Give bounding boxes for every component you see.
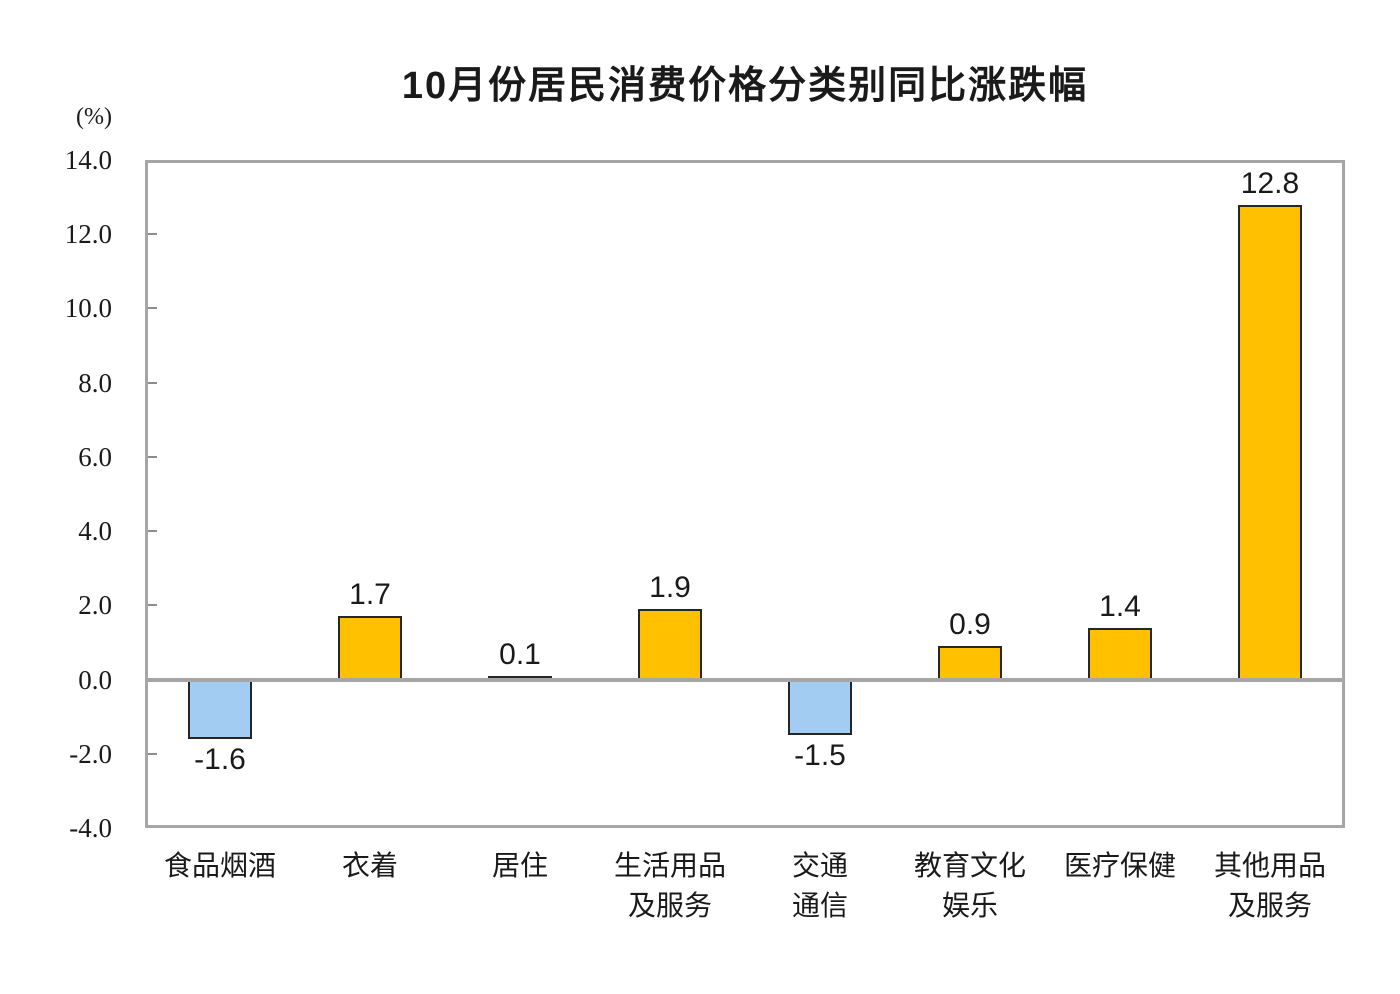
x-category-label-line: 其他用品: [1213, 850, 1326, 881]
x-category-label-line: 医疗保健: [1063, 850, 1176, 881]
bar-1: [188, 679, 252, 739]
x-category-label-line: 衣着: [341, 850, 398, 881]
y-tick-mark: [148, 604, 157, 607]
x-category-label-line: 食品烟酒: [163, 850, 276, 881]
bar-4: [638, 609, 702, 680]
x-category-label: 生活用品 及服务: [585, 846, 755, 926]
y-tick-mark: [148, 455, 157, 458]
x-category-label: 衣着: [285, 846, 455, 886]
y-tick-label: 8.0: [78, 367, 112, 398]
bar-value-label: -1.5: [794, 739, 846, 773]
bar-value-label: -1.6: [194, 742, 246, 776]
bar-value-label: 12.8: [1240, 166, 1300, 200]
x-category-label-line: 交通: [791, 850, 848, 881]
y-tick-mark: [148, 381, 157, 384]
bar-6: [938, 646, 1002, 680]
x-category-label-line: 娱乐: [941, 890, 998, 921]
y-tick-mark: [148, 752, 157, 755]
x-category-label-line: 及服务: [627, 890, 712, 921]
bar-value-label: 0.9: [949, 608, 991, 642]
bar-value-label: 0.1: [499, 637, 541, 671]
x-category-label: 食品烟酒: [135, 846, 305, 886]
bar-value-label: 1.9: [649, 571, 691, 605]
x-category-label: 教育文化 娱乐: [885, 846, 1055, 926]
x-category-label-line: 及服务: [1227, 890, 1312, 921]
y-tick-label: 10.0: [64, 293, 112, 324]
y-axis-unit-label: (%): [76, 104, 112, 130]
x-category-label: 医疗保健: [1035, 846, 1205, 886]
y-tick-label: 14.0: [64, 145, 112, 175]
y-tick-label: 12.0: [64, 219, 112, 250]
bar-7: [1088, 627, 1152, 680]
x-category-label-line: 教育文化: [913, 850, 1026, 881]
y-tick-mark: [148, 530, 157, 533]
bar-2: [338, 616, 402, 680]
y-tick-label: -2.0: [69, 738, 112, 769]
bar-8: [1238, 204, 1302, 680]
zero-axis-line: [145, 677, 1345, 682]
x-category-label-line: 通信: [791, 890, 848, 921]
bar-value-label: 1.7: [349, 578, 391, 612]
x-category-label-line: 生活用品: [613, 850, 726, 881]
y-tick-label: -4.0: [69, 813, 112, 843]
x-category-label: 交通 通信: [735, 846, 905, 926]
y-tick-label: 2.0: [78, 590, 112, 621]
y-tick-label: 4.0: [78, 516, 112, 547]
y-tick-mark: [148, 233, 157, 236]
plot-area: [145, 160, 1345, 828]
x-category-label: 其他用品 及服务: [1185, 846, 1355, 926]
y-tick-mark: [148, 307, 157, 310]
x-category-label-line: 居住: [491, 850, 548, 881]
x-category-label: 居住: [435, 846, 605, 886]
bar-5: [788, 679, 852, 736]
y-tick-label: 0.0: [78, 664, 112, 695]
bar-value-label: 1.4: [1099, 589, 1141, 623]
chart-title: 10月份居民消费价格分类别同比涨跌幅: [401, 65, 1089, 107]
y-tick-label: 6.0: [78, 441, 112, 472]
